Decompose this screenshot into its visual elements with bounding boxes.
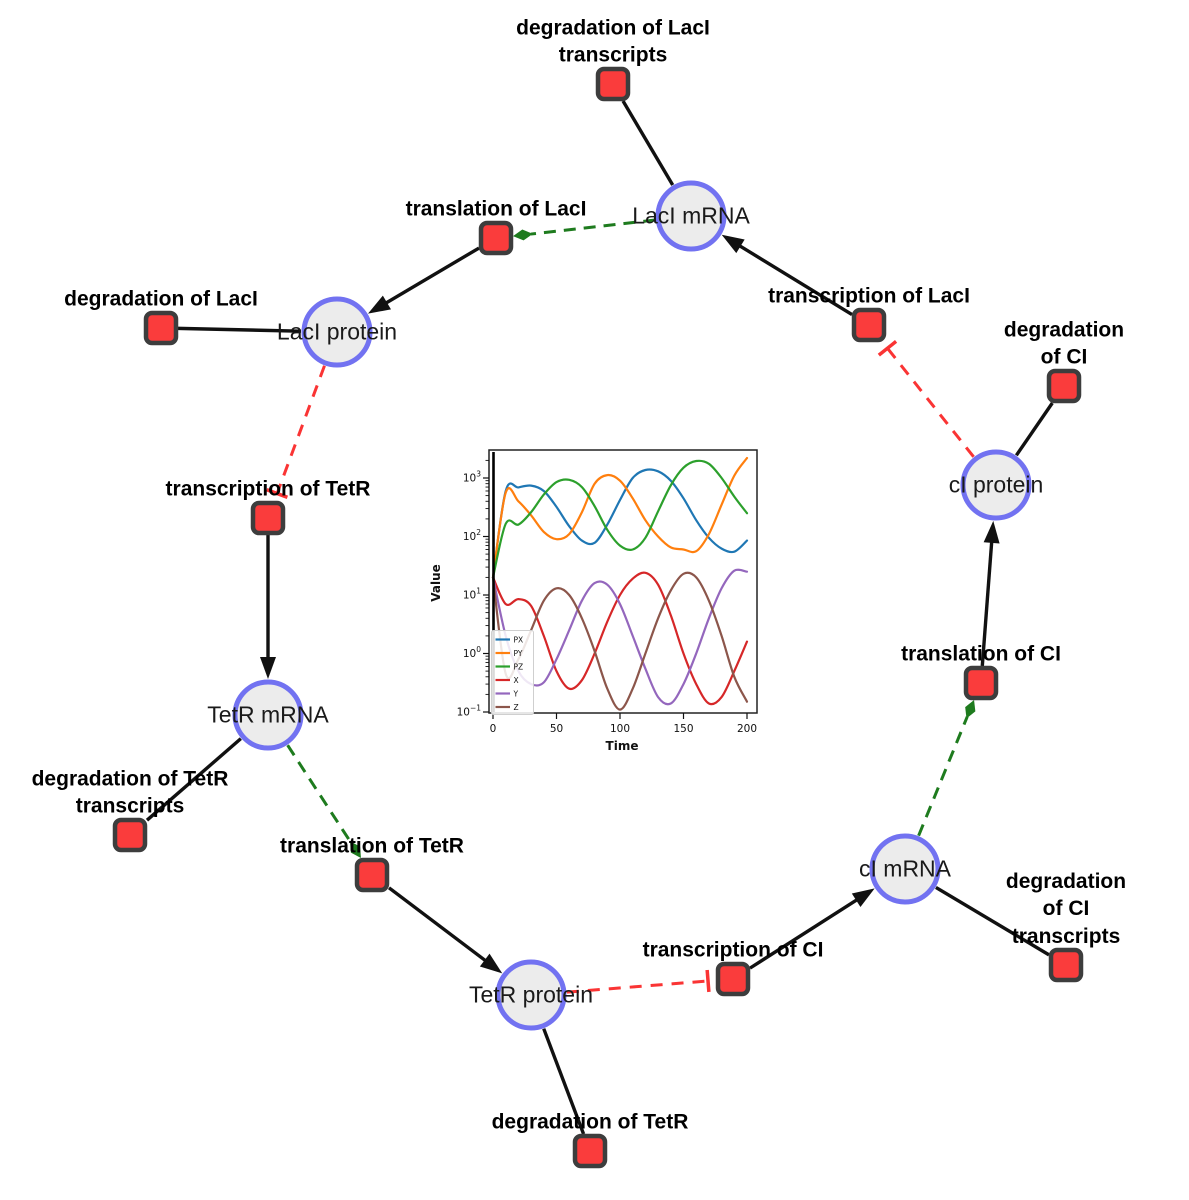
nodes-layer	[112, 66, 1084, 1169]
svg-text:100: 100	[463, 645, 481, 660]
svg-text:103: 103	[463, 470, 481, 485]
inhibition-tee-icon	[705, 969, 711, 993]
edge-txn-tetr-tetr-mrna	[260, 535, 276, 679]
legend-entry-py: PY	[514, 649, 523, 658]
species-node-tetr-mrna[interactable]	[232, 679, 304, 751]
reaction-node-deg-ci[interactable]	[1046, 368, 1082, 404]
inhibition-tee-icon	[877, 340, 898, 357]
reaction-node-txn-tetr[interactable]	[250, 500, 286, 536]
species-node-tetr-protein[interactable]	[495, 959, 567, 1031]
svg-text:200: 200	[737, 723, 757, 735]
edge-ci-protein-txn-laci	[877, 340, 975, 458]
svg-text:101: 101	[463, 587, 481, 602]
arrowhead-icon	[479, 953, 503, 974]
arrowhead-icon	[983, 520, 1000, 544]
series-line-z	[491, 571, 749, 711]
diamond-arrowhead-icon	[513, 229, 533, 241]
edge-laci-protein-deg-laci	[177, 326, 302, 333]
series-line-py	[491, 456, 749, 579]
arrowhead-icon	[721, 234, 745, 254]
edge-laci-mrna-tln-laci	[513, 218, 656, 241]
species-node-ci-protein[interactable]	[960, 449, 1032, 521]
reaction-node-deg-laci-tx[interactable]	[595, 66, 631, 102]
edges-layer	[145, 100, 1054, 1135]
species-node-laci-mrna[interactable]	[655, 180, 727, 252]
series-line-y	[491, 568, 749, 706]
arrowhead-icon	[260, 657, 276, 679]
reaction-node-deg-tetr[interactable]	[572, 1133, 608, 1169]
reaction-node-tln-ci[interactable]	[963, 665, 999, 701]
species-node-ci-mrna[interactable]	[869, 833, 941, 905]
arrowhead-icon	[851, 888, 875, 907]
svg-text:102: 102	[463, 528, 481, 543]
edge-txn-ci-ci-mrna	[749, 888, 875, 970]
series-line-px	[491, 468, 749, 579]
chart-legend: PX PY PZ XYZ	[491, 630, 534, 715]
edge-laci-protein-txn-tetr	[266, 365, 326, 499]
legend-entry-z: Z	[514, 703, 519, 712]
species-node-laci-protein[interactable]	[301, 296, 373, 368]
series-line-x	[491, 571, 749, 706]
chart-series	[491, 456, 749, 711]
reaction-node-tln-tetr[interactable]	[354, 857, 390, 893]
svg-text:100: 100	[610, 723, 630, 735]
inset-chart: 0 50 100 150 200 10−1 100 101 102 103 PX PY PZ XYZ	[457, 449, 758, 735]
arrowhead-icon	[367, 295, 391, 314]
svg-text:50: 50	[550, 723, 563, 735]
reaction-node-txn-ci[interactable]	[715, 961, 751, 997]
edge-tln-ci-ci-protein	[980, 520, 1000, 667]
diamond-arrowhead-icon	[965, 700, 976, 719]
edge-tln-laci-laci-protein	[367, 246, 480, 314]
edge-tetr-mrna-tln-tetr	[286, 744, 361, 858]
legend-entry-y: Y	[513, 689, 519, 698]
diamond-arrowhead-icon	[350, 841, 361, 858]
svg-text:10−1: 10−1	[457, 704, 482, 719]
reaction-node-tln-laci[interactable]	[478, 220, 514, 256]
edge-ci-mrna-deg-ci-tx	[935, 885, 1050, 957]
edge-laci-mrna-deg-laci-tx	[621, 100, 675, 186]
legend-entry-pz: PZ	[514, 662, 524, 671]
reaction-node-deg-laci[interactable]	[143, 310, 179, 346]
reaction-node-txn-laci[interactable]	[851, 307, 887, 343]
edge-ci-protein-deg-ci	[1014, 402, 1054, 457]
svg-text:150: 150	[673, 723, 693, 735]
edge-tln-tetr-tetr-protein	[387, 886, 503, 974]
inhibition-tee-icon	[266, 488, 289, 499]
legend-entry-px: PX	[514, 635, 524, 644]
series-line-pz	[491, 459, 749, 579]
edge-ci-mrna-tln-ci	[917, 700, 976, 837]
edge-tetr-mrna-deg-tetr-tx	[145, 737, 242, 822]
reaction-node-deg-ci-tx[interactable]	[1048, 947, 1084, 983]
svg-text:0: 0	[490, 723, 497, 735]
edge-tetr-protein-txn-ci	[566, 969, 711, 994]
edge-txn-laci-laci-mrna	[721, 234, 853, 317]
reaction-node-deg-tetr-tx[interactable]	[112, 817, 148, 853]
legend-entry-x: X	[514, 676, 519, 685]
edge-tetr-protein-deg-tetr	[542, 1028, 586, 1135]
